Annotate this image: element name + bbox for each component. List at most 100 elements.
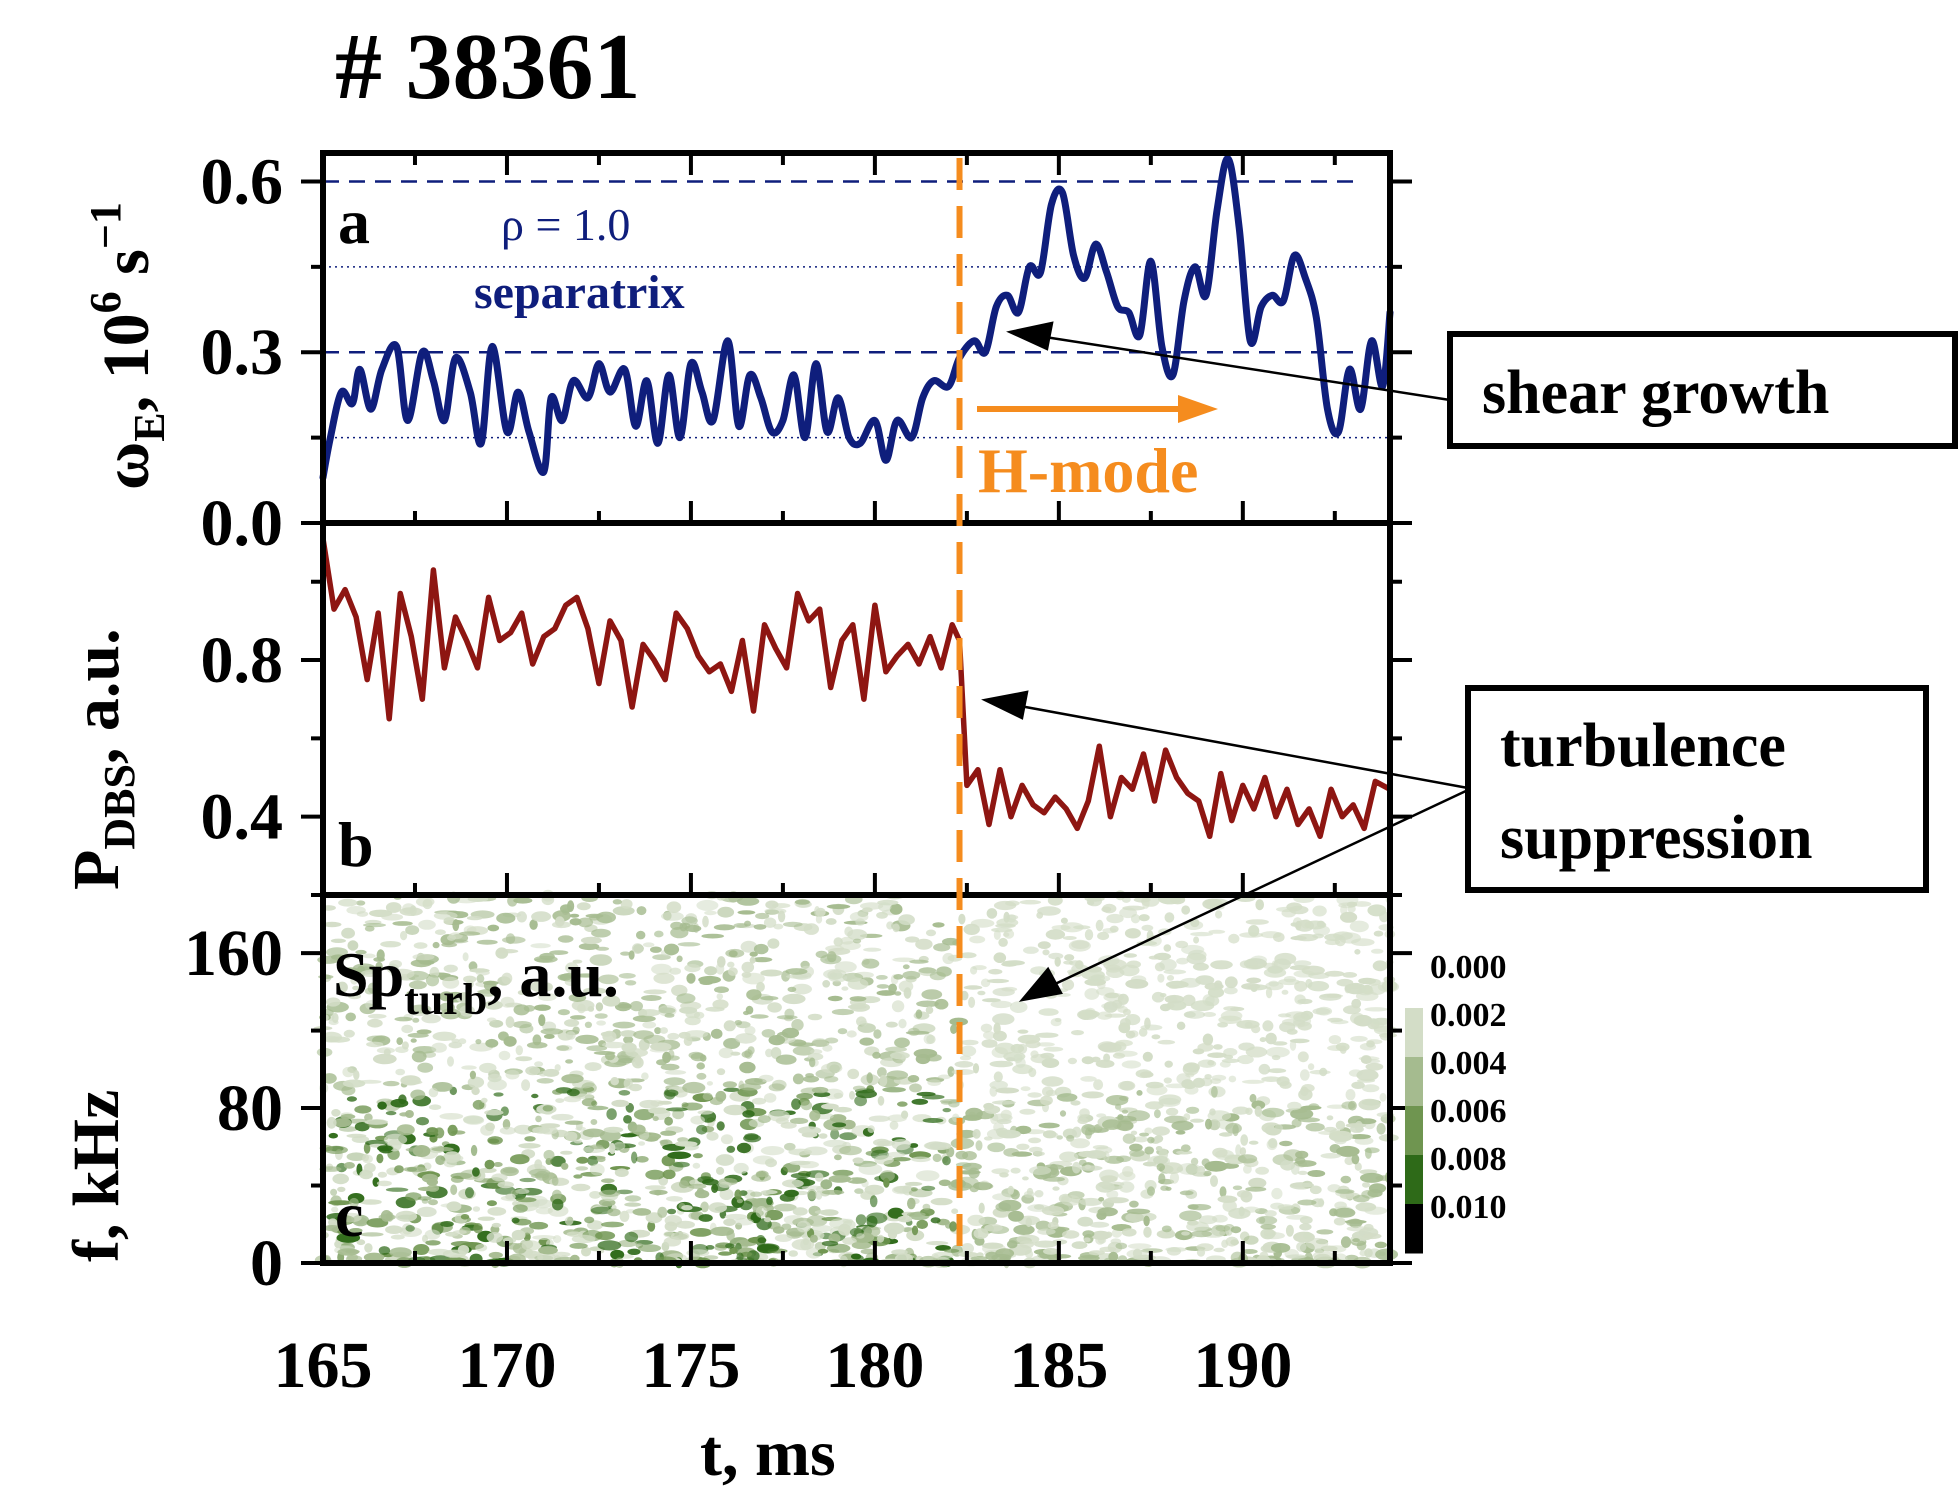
spectrogram-speckle xyxy=(1080,1076,1097,1082)
spectrogram-speckle xyxy=(498,1031,509,1041)
spectrogram-speckle xyxy=(1197,1042,1214,1052)
spectrogram-speckle xyxy=(727,961,735,968)
spectrogram-speckle xyxy=(355,949,367,955)
spectrogram-speckle xyxy=(1290,1182,1315,1188)
spectrogram-speckle xyxy=(1148,955,1161,960)
spectrogram-speckle xyxy=(1072,1161,1081,1174)
spectrogram-speckle xyxy=(723,1218,736,1227)
spectrogram-speckle xyxy=(346,906,366,915)
spectrogram-speckle xyxy=(584,1021,593,1028)
spectrogram-speckle xyxy=(594,1013,608,1019)
spectrogram-speckle xyxy=(718,1251,732,1256)
spectrogram-speckle xyxy=(1362,1233,1382,1240)
spectrogram-speckle xyxy=(624,1231,639,1243)
spectrogram-speckle xyxy=(922,1203,931,1211)
spectrogram-speckle xyxy=(1010,1043,1025,1053)
spectrogram-speckle xyxy=(915,938,933,950)
spectrogram-speckle xyxy=(681,1205,693,1211)
spectrogram-speckle xyxy=(1346,1226,1369,1232)
spectrogram-speckle xyxy=(382,1080,400,1087)
spectrogram-speckle xyxy=(1164,1060,1173,1068)
spectrogram-speckle xyxy=(1092,1145,1109,1150)
spectrogram-speckle xyxy=(821,1063,843,1074)
spectrogram-speckle xyxy=(696,899,719,911)
spectrogram-speckle xyxy=(1270,1243,1291,1253)
spectrogram-speckle xyxy=(1352,901,1372,907)
spectrogram-speckle xyxy=(891,1139,911,1151)
spectrogram-speckle xyxy=(1097,1011,1113,1020)
spectrogram-speckle xyxy=(1176,1073,1191,1085)
spectrogram-speckle xyxy=(821,1189,845,1195)
spectrogram-speckle xyxy=(589,1144,603,1150)
spectrogram-speckle xyxy=(942,1108,952,1113)
spectrogram-speckle xyxy=(991,1047,1008,1058)
spectrogram-speckle xyxy=(710,1028,723,1039)
spectrogram-speckle xyxy=(359,1199,382,1205)
spectrogram-speckle xyxy=(796,1093,813,1100)
spectrogram-speckle xyxy=(1351,1154,1360,1165)
spectrogram-speckle xyxy=(610,1249,625,1260)
spectrogram-speckle xyxy=(817,1248,829,1254)
spectrogram-speckle xyxy=(1272,1041,1288,1046)
spectrogram-speckle xyxy=(993,929,1001,941)
spectrogram-speckle xyxy=(663,1231,675,1238)
spectrogram-speckle xyxy=(483,980,497,991)
spectrogram-speckle xyxy=(426,1184,440,1192)
spectrogram-speckle xyxy=(793,1042,816,1047)
spectrogram-speckle xyxy=(606,1108,617,1120)
spectrogram-speckle xyxy=(341,927,355,939)
spectrogram-speckle xyxy=(1362,1182,1370,1188)
spectrogram-speckle xyxy=(1214,980,1223,989)
spectrogram-speckle xyxy=(1338,902,1356,909)
spectrogram-speckle xyxy=(970,966,978,975)
spectrogram-speckle xyxy=(1187,1220,1199,1226)
spectrogram-speckle xyxy=(442,1249,467,1258)
spectrogram-speckle xyxy=(788,1148,813,1156)
spectrogram-speckle xyxy=(1326,1115,1334,1121)
spectrogram-speckle xyxy=(1246,977,1262,984)
spectrogram-speckle xyxy=(1015,1125,1032,1135)
spectrogram-speckle xyxy=(958,913,966,925)
spectrogram-speckle xyxy=(472,1167,480,1177)
spectrogram-speckle xyxy=(552,1235,562,1244)
spectrogram-speckle xyxy=(448,1041,463,1049)
spectrogram-speckle xyxy=(1297,1117,1320,1123)
spectrogram-speckle xyxy=(811,1039,830,1047)
spectrogram-speckle xyxy=(342,1079,366,1088)
spectrogram-speckle xyxy=(534,1061,544,1067)
spectrogram-speckle xyxy=(647,1220,656,1232)
spectrogram-speckle xyxy=(1221,1058,1240,1064)
spectrogram-speckle xyxy=(1101,1002,1125,1010)
spectrogram-speckle xyxy=(1360,1172,1384,1183)
spectrogram-speckle xyxy=(827,995,843,1002)
spectrogram-speckle xyxy=(1318,1198,1325,1208)
spectrogram-speckle xyxy=(521,1079,531,1091)
spectrogram-speckle xyxy=(1255,899,1264,911)
spectrogram-speckle xyxy=(1000,1109,1012,1120)
spectrogram-speckle xyxy=(447,1124,458,1136)
spectrogram-speckle xyxy=(723,1038,741,1049)
spectrogram-speckle xyxy=(1056,1135,1063,1140)
spectrogram-speckle xyxy=(696,1124,708,1135)
spectrogram-speckle xyxy=(1175,1130,1186,1135)
spectrogram-speckle xyxy=(1297,1051,1309,1063)
spectrogram-speckle xyxy=(782,921,803,928)
spectrogram-speckle xyxy=(984,1105,1001,1114)
spectrogram-speckle xyxy=(596,1020,606,1026)
spectrogram-speckle xyxy=(1232,1185,1243,1191)
spectrogram-speckle xyxy=(459,1005,476,1017)
spectrogram-speckle xyxy=(620,951,631,956)
spectrogram-speckle xyxy=(1215,910,1223,919)
spectrogram-speckle xyxy=(440,1008,461,1020)
spectrogram-speckle xyxy=(336,981,348,993)
spectrogram-speckle xyxy=(925,1053,942,1062)
spectrogram-speckle xyxy=(428,1199,438,1206)
spectrogram-speckle xyxy=(1122,1133,1136,1144)
spectrogram-speckle xyxy=(868,1115,891,1122)
spectrogram-speckle xyxy=(760,1190,778,1195)
spectrogram-speckle xyxy=(1163,969,1187,975)
spectrogram-speckle xyxy=(1129,1143,1143,1152)
spectrogram-speckle xyxy=(743,1010,750,1016)
spectrogram-speckle xyxy=(864,1184,885,1195)
spectrogram-speckle xyxy=(406,991,414,997)
